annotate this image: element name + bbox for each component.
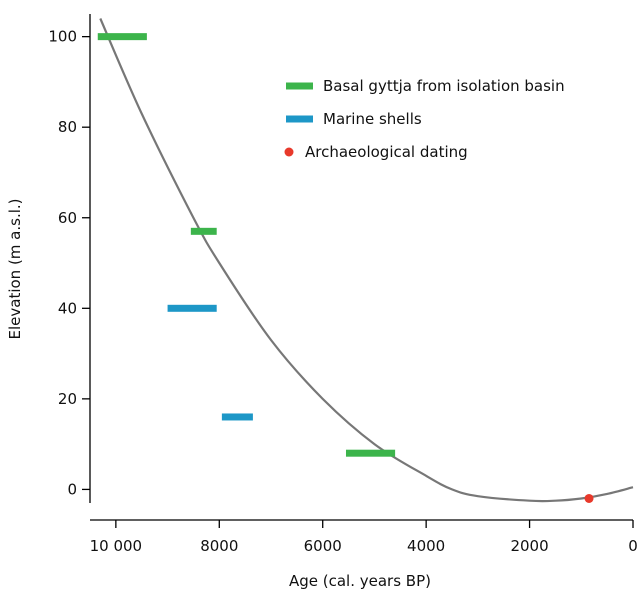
archaeological-point-1 <box>584 493 594 503</box>
legend-swatch-0 <box>286 82 313 90</box>
x-tick-label-3: 4000 <box>407 537 445 555</box>
shell-point-2 <box>221 413 253 421</box>
legend-label-0: Basal gyttja from isolation basin <box>323 77 565 95</box>
legend: Basal gyttja from isolation basin Marine … <box>284 77 565 161</box>
ticks-layer: 10 000 8000 6000 4000 2000 0 100 80 60 40 20 0 <box>48 28 637 555</box>
y-tick-label-5: 0 <box>67 480 77 498</box>
x-tick-label-4: 2000 <box>510 537 548 555</box>
legend-label-2: Archaeological dating <box>305 143 468 161</box>
y-tick-label-0: 100 <box>48 28 77 46</box>
y-axis-label: Elevation (m a.s.l.) <box>6 198 24 339</box>
fit-curve <box>99 18 634 503</box>
x-tick-label-2: 6000 <box>304 537 342 555</box>
y-tick-label-3: 40 <box>58 299 77 317</box>
gyttja-point-1 <box>97 33 147 41</box>
fit-curve-layer <box>99 18 634 503</box>
legend-label-1: Marine shells <box>323 110 422 128</box>
x-tick-label-5: 0 <box>628 537 638 555</box>
y-tick-label-4: 20 <box>58 390 77 408</box>
y-tick-label-1: 80 <box>58 118 77 136</box>
x-tick-label-1: 8000 <box>200 537 238 555</box>
y-tick-label-2: 60 <box>58 209 77 227</box>
gyttja-point-3 <box>345 449 396 457</box>
legend-swatch-2 <box>284 147 294 157</box>
x-axis-label: Age (cal. years BP) <box>289 572 431 590</box>
data-marks-layer <box>97 33 594 503</box>
shell-point-1 <box>167 304 217 312</box>
legend-swatch-1 <box>286 115 313 123</box>
axes-layer <box>89 14 633 521</box>
gyttja-point-2 <box>190 227 217 235</box>
x-tick-label-0: 10 000 <box>90 537 143 555</box>
